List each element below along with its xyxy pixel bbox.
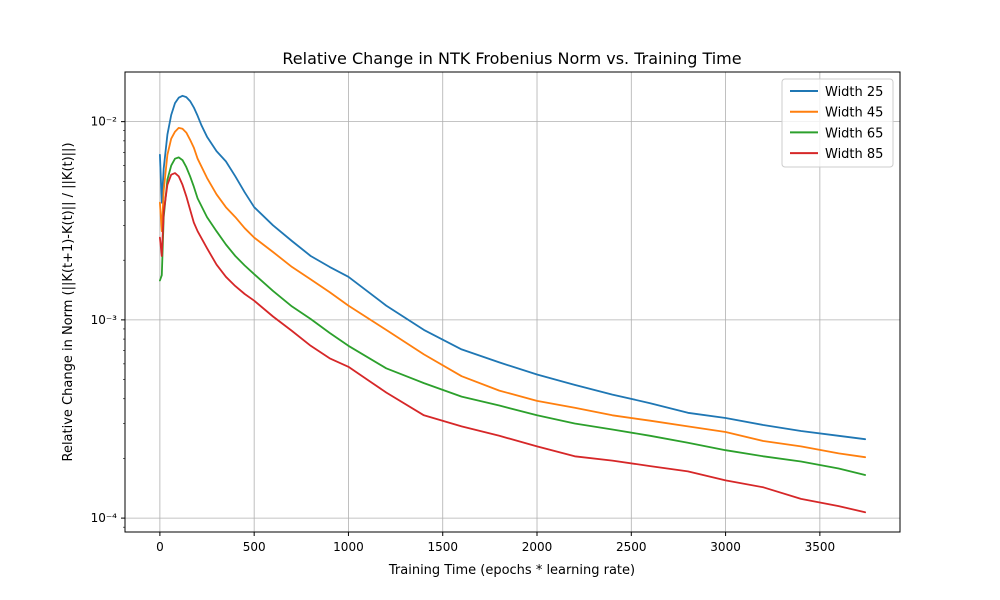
x-tick-label: 3500 xyxy=(805,540,836,554)
chart-title: Relative Change in NTK Frobenius Norm vs… xyxy=(282,49,741,68)
x-tick-label: 1000 xyxy=(333,540,364,554)
series-line-3 xyxy=(158,156,866,476)
x-tick-label: 2500 xyxy=(616,540,647,554)
x-tick-label: 3000 xyxy=(710,540,741,554)
series-line-2 xyxy=(158,127,866,459)
x-tick-label: 1500 xyxy=(427,540,458,554)
x-axis-label: Training Time (epochs * learning rate) xyxy=(388,563,635,578)
plot-frame xyxy=(124,71,901,533)
series-layer xyxy=(158,94,866,514)
ticks: 0 500 1000 1500 2000 2500 3000 3500 10⁻⁴ 10⁻³ 10⁻² xyxy=(91,115,836,554)
legend: Width 25 Width 45 Width 65 Width 85 xyxy=(781,78,894,168)
legend-label: Width 65 xyxy=(825,126,883,141)
y-axis-label: Relative Change in Norm (||K(t+1)-K(t)||… xyxy=(61,142,76,461)
x-tick-label: 0 xyxy=(156,540,164,554)
x-tick-label: 2000 xyxy=(522,540,553,554)
y-tick-label: 10⁻⁴ xyxy=(91,511,118,525)
legend-box xyxy=(781,78,894,168)
y-tick-label: 10⁻³ xyxy=(91,313,118,327)
legend-label: Width 45 xyxy=(825,106,883,121)
series-line-4 xyxy=(158,172,866,514)
x-tick-label: 500 xyxy=(243,540,266,554)
legend-label: Width 85 xyxy=(825,147,883,162)
series-line-1 xyxy=(158,94,866,441)
y-tick-label: 10⁻² xyxy=(91,115,118,129)
legend-label: Width 25 xyxy=(825,85,883,100)
